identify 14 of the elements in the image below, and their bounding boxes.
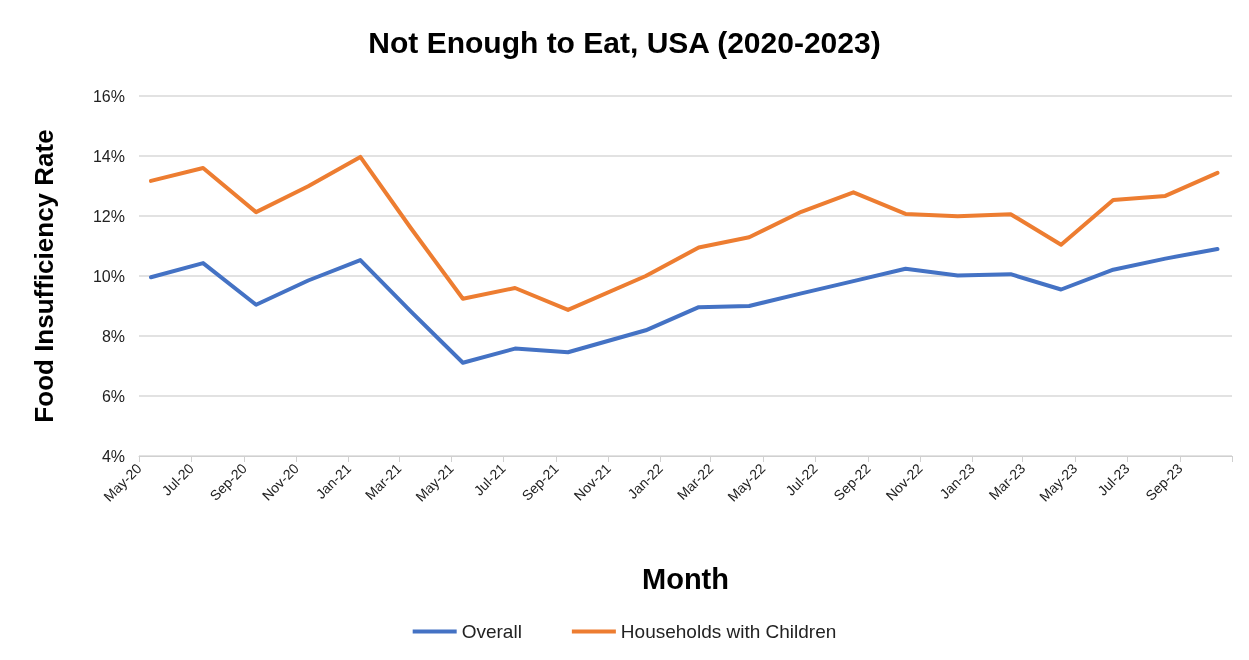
line-series: [148, 154, 1220, 312]
y-tick-label: 14%: [92, 147, 125, 165]
chart-title: Not Enough to Eat, USA (2020-2023): [368, 25, 881, 59]
legend-label: Overall: [461, 621, 522, 642]
y-tick-label: 10%: [92, 267, 125, 285]
y-tick-label: 16%: [92, 87, 125, 105]
y-axis-title: Food Insufficiency Rate: [29, 129, 59, 423]
y-tick-label: 12%: [92, 207, 125, 225]
line-series: [148, 247, 1220, 365]
x-axis-title: Month: [642, 562, 729, 595]
y-tick-label: 4%: [101, 447, 125, 465]
legend-label: Households with Children: [620, 621, 837, 642]
y-tick-label: 8%: [101, 327, 125, 345]
y-tick-label: 6%: [101, 387, 125, 405]
